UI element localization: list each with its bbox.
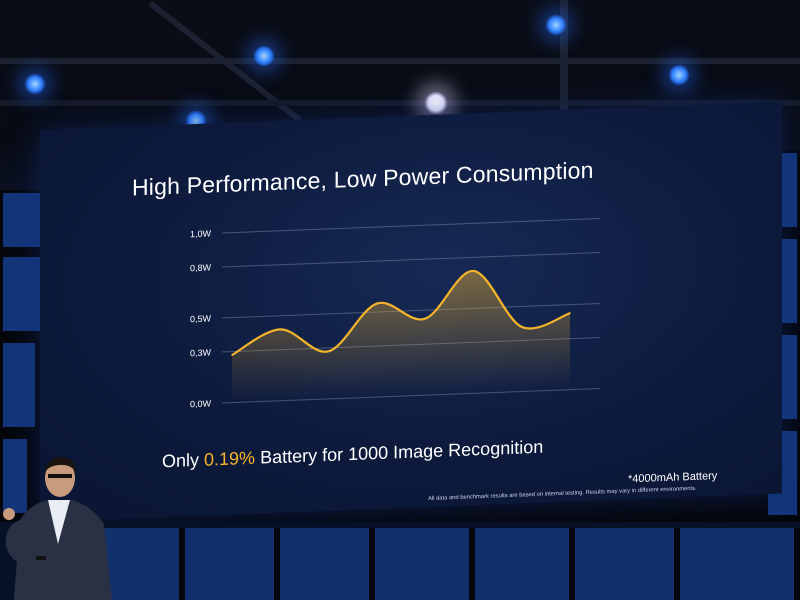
disclaimer: All data and benchmark results are based… bbox=[428, 485, 697, 503]
stage-spotlight bbox=[253, 45, 275, 67]
led-panel bbox=[680, 528, 800, 600]
stage-spotlight bbox=[424, 91, 448, 115]
data-point bbox=[327, 350, 330, 353]
led-panel bbox=[280, 528, 375, 600]
y-tick-label: 0,8W bbox=[190, 262, 212, 273]
data-point bbox=[569, 312, 571, 314]
led-panel bbox=[0, 436, 30, 516]
presenter-glasses bbox=[48, 474, 72, 478]
data-point bbox=[376, 302, 378, 305]
gridline bbox=[222, 251, 600, 268]
battery-note: *4000mAh Battery bbox=[628, 469, 718, 486]
stage-spotlight bbox=[668, 64, 690, 86]
series-line bbox=[231, 269, 571, 356]
led-panel bbox=[575, 528, 680, 600]
y-tick-label: 0,0W bbox=[190, 398, 212, 409]
led-panel bbox=[0, 340, 38, 430]
gridline bbox=[222, 217, 600, 234]
presentation-slide: High Performance, Low Power Consumption … bbox=[40, 101, 782, 522]
battery-stat: Only 0.19% Battery for 1000 Image Recogn… bbox=[162, 432, 662, 472]
stat-highlight: 0.19% bbox=[204, 447, 256, 470]
led-panel bbox=[185, 528, 280, 600]
led-panel bbox=[375, 528, 475, 600]
power-chart: 0,0W 0,3W 0,5W 0,8W 1,0W bbox=[190, 217, 600, 409]
led-panel bbox=[0, 254, 44, 334]
presenter-shirt bbox=[48, 500, 70, 544]
presenter-hand bbox=[3, 508, 15, 520]
ceiling-truss bbox=[560, 0, 568, 120]
data-point bbox=[231, 354, 233, 356]
data-point bbox=[424, 317, 426, 320]
data-point bbox=[279, 328, 282, 331]
gridline bbox=[222, 302, 600, 319]
led-panel bbox=[100, 528, 185, 600]
y-tick-label: 1,0W bbox=[190, 228, 212, 239]
series-area bbox=[232, 270, 570, 403]
stat-suffix: Battery for 1000 Image Recognition bbox=[255, 436, 544, 468]
presenter-clicker bbox=[36, 556, 46, 560]
y-tick-label: 0,5W bbox=[190, 313, 212, 324]
stage-spotlight bbox=[24, 73, 46, 95]
slide-title: High Performance, Low Power Consumption bbox=[132, 156, 594, 201]
ceiling-truss bbox=[0, 100, 800, 106]
data-point bbox=[472, 270, 475, 272]
presenter-suit bbox=[14, 500, 112, 600]
presenter bbox=[3, 456, 112, 600]
presenter-arm bbox=[5, 520, 30, 564]
stat-prefix: Only bbox=[162, 449, 205, 472]
stage-spotlight bbox=[545, 14, 567, 36]
ceiling-truss bbox=[0, 58, 800, 64]
led-panel bbox=[475, 528, 575, 600]
data-point bbox=[520, 326, 523, 328]
presenter-hair bbox=[45, 456, 76, 472]
y-tick-label: 0,3W bbox=[190, 347, 212, 358]
